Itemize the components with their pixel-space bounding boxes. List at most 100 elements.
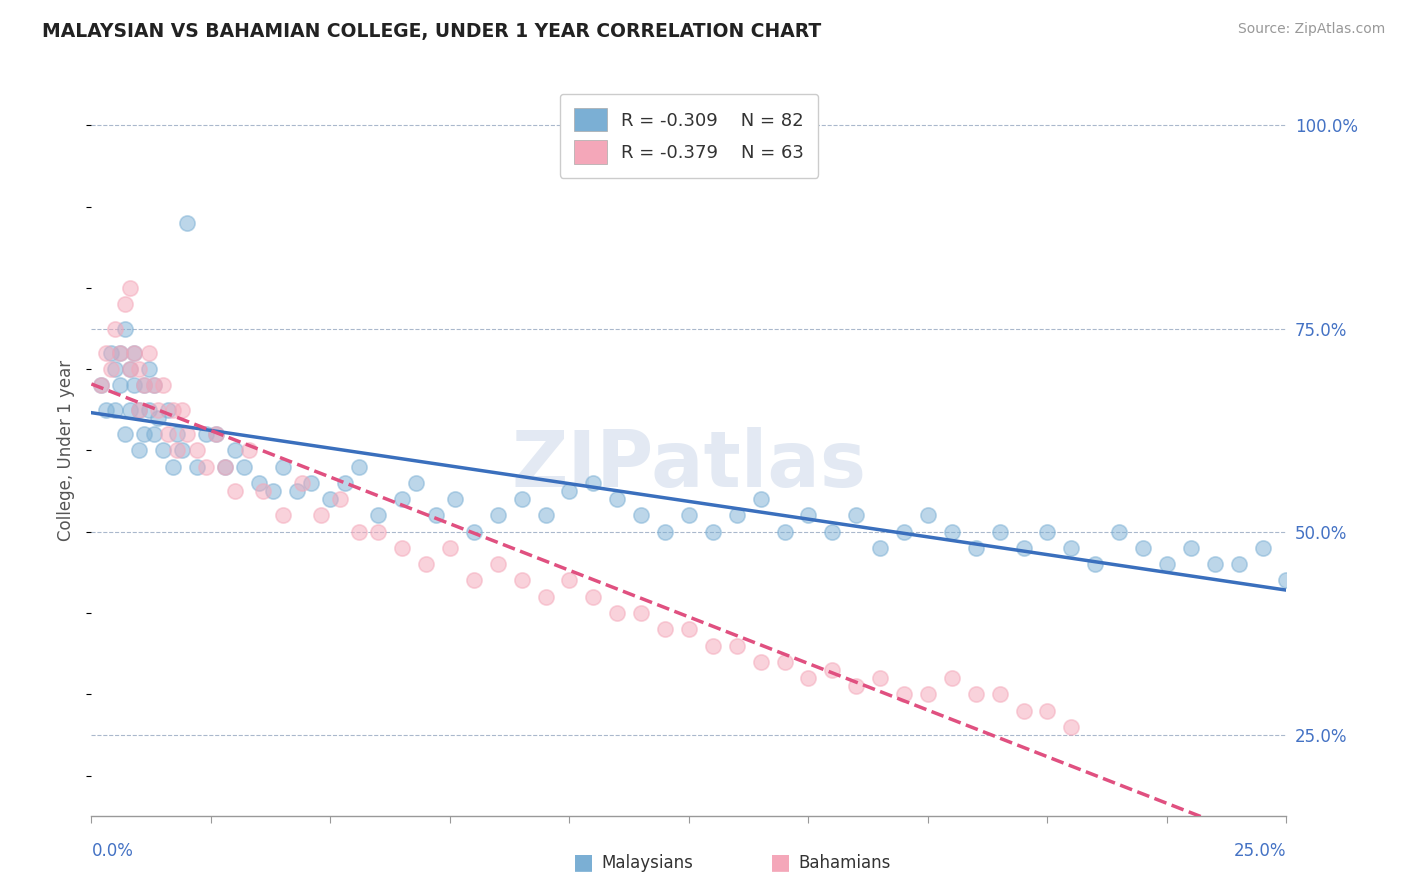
Point: [118, 362, 141, 376]
Point: [138, 402, 160, 417]
Point: [214, 459, 236, 474]
Point: [510, 574, 533, 588]
Point: [702, 639, 724, 653]
Point: [534, 508, 557, 523]
Point: [558, 574, 581, 588]
Point: [773, 655, 796, 669]
Point: [90, 378, 112, 392]
Point: [654, 622, 676, 636]
Point: [128, 362, 150, 376]
Point: [347, 459, 370, 474]
Point: [114, 321, 136, 335]
Point: [1084, 558, 1107, 572]
Point: [391, 541, 413, 555]
Point: [415, 558, 437, 572]
Point: [654, 524, 676, 539]
Point: [558, 484, 581, 499]
Point: [108, 346, 131, 360]
Text: MALAYSIAN VS BAHAMIAN COLLEGE, UNDER 1 YEAR CORRELATION CHART: MALAYSIAN VS BAHAMIAN COLLEGE, UNDER 1 Y…: [42, 22, 821, 41]
Point: [100, 362, 122, 376]
Point: [965, 541, 987, 555]
Point: [606, 492, 628, 507]
Point: [156, 427, 179, 442]
Point: [845, 508, 868, 523]
Point: [118, 281, 141, 295]
Point: [1227, 558, 1250, 572]
Point: [162, 402, 184, 417]
Point: [166, 427, 188, 442]
Point: [128, 443, 150, 458]
Point: [204, 427, 226, 442]
Point: [1180, 541, 1202, 555]
Point: [1275, 574, 1298, 588]
Point: [172, 443, 194, 458]
Point: [142, 427, 165, 442]
Text: 25.0%: 25.0%: [1234, 842, 1286, 860]
Point: [142, 378, 165, 392]
Point: [108, 346, 131, 360]
Point: [132, 378, 155, 392]
Point: [917, 508, 939, 523]
Point: [725, 639, 748, 653]
Point: [124, 346, 146, 360]
Point: [94, 346, 117, 360]
Point: [797, 508, 820, 523]
Point: [186, 443, 208, 458]
Point: [630, 508, 652, 523]
Y-axis label: College, Under 1 year: College, Under 1 year: [58, 359, 76, 541]
Point: [224, 484, 246, 499]
Point: [725, 508, 748, 523]
Point: [104, 362, 127, 376]
Point: [224, 443, 246, 458]
Text: ■: ■: [770, 853, 790, 872]
Point: [176, 216, 198, 230]
Point: [941, 524, 963, 539]
Point: [128, 402, 150, 417]
Point: [247, 475, 270, 490]
Point: [630, 606, 652, 620]
Point: [678, 622, 700, 636]
Point: [869, 541, 891, 555]
Text: Bahamians: Bahamians: [799, 855, 891, 872]
Point: [114, 427, 136, 442]
Point: [156, 402, 179, 417]
Point: [204, 427, 226, 442]
Point: [238, 443, 260, 458]
Point: [271, 459, 294, 474]
Point: [90, 378, 112, 392]
Point: [1108, 524, 1130, 539]
Point: [124, 346, 146, 360]
Point: [138, 346, 160, 360]
Point: [582, 475, 605, 490]
Point: [606, 606, 628, 620]
Point: [463, 524, 485, 539]
Point: [104, 321, 127, 335]
Point: [104, 402, 127, 417]
Point: [132, 427, 155, 442]
Point: [291, 475, 314, 490]
Point: [118, 362, 141, 376]
Point: [152, 378, 174, 392]
Text: 0.0%: 0.0%: [91, 842, 134, 860]
Point: [152, 443, 174, 458]
Point: [195, 459, 218, 474]
Point: [148, 402, 170, 417]
Point: [443, 492, 465, 507]
Point: [124, 378, 146, 392]
Point: [114, 297, 136, 311]
Point: [252, 484, 274, 499]
Point: [534, 590, 557, 604]
Point: [148, 411, 170, 425]
Point: [1012, 541, 1035, 555]
Point: [162, 459, 184, 474]
Point: [166, 443, 188, 458]
Point: [702, 524, 724, 539]
Point: [100, 346, 122, 360]
Point: [510, 492, 533, 507]
Point: [262, 484, 284, 499]
Point: [132, 378, 155, 392]
Point: [1204, 558, 1226, 572]
Point: [118, 402, 141, 417]
Point: [821, 663, 844, 677]
Legend: R = -0.309    N = 82, R = -0.379    N = 63: R = -0.309 N = 82, R = -0.379 N = 63: [560, 94, 818, 178]
